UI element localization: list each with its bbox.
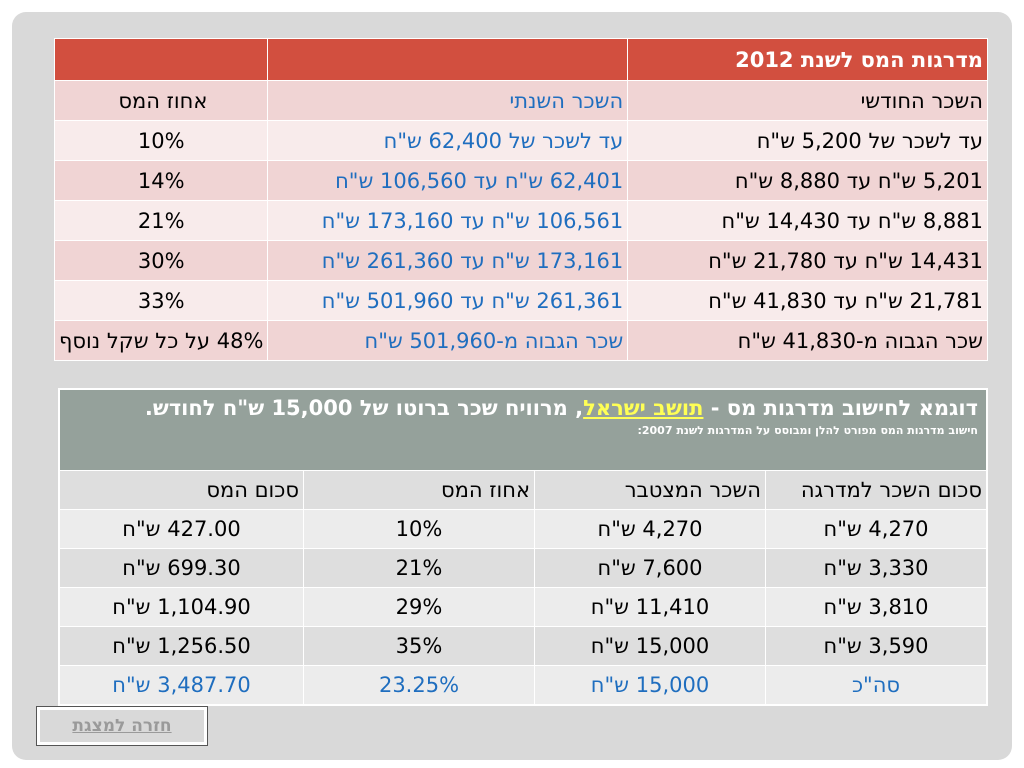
cumulative-salary-cell: 7,600 ש"ח (534, 548, 766, 588)
tax-amount-cell: 427.00 ש"ח (58, 509, 304, 549)
total-tax-amount: 3,487.70 ש"ח (58, 665, 304, 705)
annual-salary-cell: 261,361 ש"ח עד 501,960 ש"ח (267, 280, 629, 321)
header-tax-amount: סכום המס (58, 470, 304, 510)
table-row: 14,431 ש"ח עד 21,780 ש"ח 173,161 ש"ח עד … (53, 240, 988, 281)
table-row: 3,810 ש"ח 11,410 ש"ח 29% 1,104.90 ש"ח (58, 587, 988, 627)
annual-salary-cell: עד לשכר של 62,400 ש"ח (267, 120, 629, 161)
header-annual-salary: השכר השנתי (267, 80, 629, 121)
annual-salary-cell: 173,161 ש"ח עד 261,360 ש"ח (267, 240, 629, 281)
header-monthly-salary: השכר החודשי (627, 80, 988, 121)
tax-rate-cell: 35% (303, 626, 535, 666)
tax-amount-cell: 1,104.90 ש"ח (58, 587, 304, 627)
header-cumulative-salary: השכר המצטבר (534, 470, 766, 510)
tax-rate-cell: 33% (53, 280, 269, 321)
header-empty-cell (267, 38, 629, 81)
tax-amount-cell: 1,256.50 ש"ח (58, 626, 304, 666)
tax-amount-cell: 699.30 ש"ח (58, 548, 304, 588)
cumulative-salary-cell: 4,270 ש"ח (534, 509, 766, 549)
monthly-salary-cell: 21,781 ש"ח עד 41,830 ש"ח (627, 280, 988, 321)
header-empty-cell (53, 38, 269, 81)
monthly-salary-cell: 5,201 ש"ח עד 8,880 ש"ח (627, 160, 988, 201)
table-row: 4,270 ש"ח 4,270 ש"ח 10% 427.00 ש"ח (58, 509, 988, 549)
tax-rate-cell: 29% (303, 587, 535, 627)
example-title-cell: דוגמא לחישוב מדרגות מס - תושב ישראל, מרו… (58, 388, 988, 471)
tax-rate-cell: 21% (303, 548, 535, 588)
monthly-salary-cell: עד לשכר של 5,200 ש"ח (627, 120, 988, 161)
annual-salary-cell: 106,561 ש"ח עד 173,160 ש"ח (267, 200, 629, 241)
tax-rate-cell: 10% (53, 120, 269, 161)
monthly-salary-cell: 14,431 ש"ח עד 21,780 ש"ח (627, 240, 988, 281)
annual-salary-cell: שכר הגבוה מ-501,960 ש"ח (267, 320, 629, 361)
tax-example-table: דוגמא לחישוב מדרגות מס - תושב ישראל, מרו… (58, 388, 988, 706)
table-title: מדרגות המס לשנת 2012 (627, 38, 988, 81)
tax-rate-cell: 48% על כל שקל נוסף (53, 320, 269, 361)
header-tax-rate: אחוז המס (53, 80, 269, 121)
cumulative-salary-cell: 11,410 ש"ח (534, 587, 766, 627)
table-row: 3,590 ש"ח 15,000 ש"ח 35% 1,256.50 ש"ח (58, 626, 988, 666)
monthly-salary-cell: 8,881 ש"ח עד 14,430 ש"ח (627, 200, 988, 241)
table-row: 3,330 ש"ח 7,600 ש"ח 21% 699.30 ש"ח (58, 548, 988, 588)
bracket-salary-cell: 3,590 ש"ח (765, 626, 988, 666)
bracket-salary-cell: 3,810 ש"ח (765, 587, 988, 627)
tax-rate-cell: 10% (303, 509, 535, 549)
header-tax-rate: אחוז המס (303, 470, 535, 510)
example-subtitle: חישוב מדרגות המס מפורט להלן ומבוסס על המ… (637, 424, 978, 437)
monthly-salary-cell: שכר הגבוה מ-41,830 ש"ח (627, 320, 988, 361)
tax-rate-cell: 21% (53, 200, 269, 241)
tax-rate-cell: 30% (53, 240, 269, 281)
cumulative-salary-cell: 15,000 ש"ח (534, 626, 766, 666)
column-header-row: סכום השכר למדרגה השכר המצטבר אחוז המס סכ… (58, 470, 988, 510)
tax-rate-cell: 14% (53, 160, 269, 201)
israeli-resident-link[interactable]: תושב ישראל (583, 396, 704, 420)
table-row: 21,781 ש"ח עד 41,830 ש"ח 261,361 ש"ח עד … (53, 280, 988, 321)
header-bracket-salary: סכום השכר למדרגה (765, 470, 988, 510)
table-row: עד לשכר של 5,200 ש"ח עד לשכר של 62,400 ש… (53, 120, 988, 161)
total-row: סה"כ 15,000 ש"ח 23.25% 3,487.70 ש"ח (58, 665, 988, 705)
bracket-salary-cell: 4,270 ש"ח (765, 509, 988, 549)
table-row: 5,201 ש"ח עד 8,880 ש"ח 62,401 ש"ח עד 106… (53, 160, 988, 201)
total-tax-rate: 23.25% (303, 665, 535, 705)
example-title-row: דוגמא לחישוב מדרגות מס - תושב ישראל, מרו… (58, 388, 988, 471)
table-row: 8,881 ש"ח עד 14,430 ש"ח 106,561 ש"ח עד 1… (53, 200, 988, 241)
table-row: שכר הגבוה מ-41,830 ש"ח שכר הגבוה מ-501,9… (53, 320, 988, 361)
table-title-row: מדרגות המס לשנת 2012 (53, 38, 988, 81)
back-to-presentation-button[interactable]: חזרה למצגת (36, 706, 208, 746)
bracket-salary-cell: 3,330 ש"ח (765, 548, 988, 588)
annual-salary-cell: 62,401 ש"ח עד 106,560 ש"ח (267, 160, 629, 201)
example-title-end: , מרוויח שכר ברוטו של 15,000 ש"ח לחודש. (144, 396, 584, 420)
example-title: דוגמא לחישוב מדרגות מס - תושב ישראל, מרו… (68, 396, 978, 420)
total-label: סה"כ (765, 665, 988, 705)
total-cumulative-salary: 15,000 ש"ח (534, 665, 766, 705)
slide-background: מדרגות המס לשנת 2012 השכר החודשי השכר הש… (12, 12, 1012, 760)
tax-brackets-table: מדרגות המס לשנת 2012 השכר החודשי השכר הש… (53, 38, 988, 361)
column-header-row: השכר החודשי השכר השנתי אחוז המס (53, 80, 988, 121)
example-title-start: דוגמא לחישוב מדרגות מס - (703, 396, 978, 420)
